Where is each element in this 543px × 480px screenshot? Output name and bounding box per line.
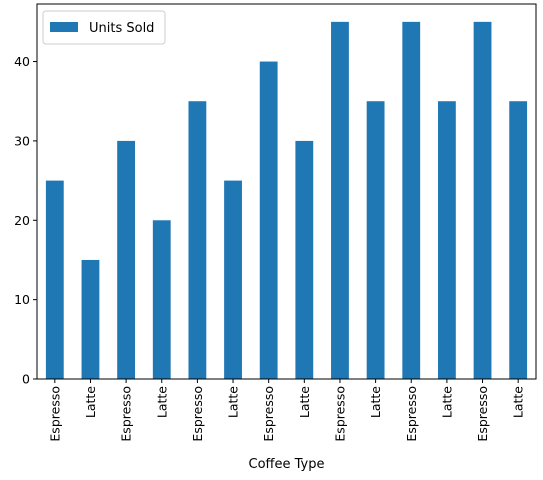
bar bbox=[295, 140, 314, 379]
y-tick-label: 0 bbox=[22, 372, 30, 387]
x-tick-label: Latte bbox=[297, 386, 312, 418]
bar bbox=[509, 101, 528, 379]
x-tick-label: Latte bbox=[439, 386, 454, 418]
y-axis: 0 10 20 30 40 bbox=[14, 54, 37, 387]
bar bbox=[188, 101, 207, 379]
x-tick-label: Espresso bbox=[261, 386, 276, 442]
y-tick-label: 20 bbox=[14, 213, 30, 228]
legend-label: Units Sold bbox=[89, 21, 154, 36]
legend-swatch bbox=[50, 22, 78, 32]
bar bbox=[117, 140, 136, 379]
bar bbox=[473, 21, 492, 380]
x-tick-label: Espresso bbox=[332, 386, 347, 442]
bar bbox=[437, 101, 456, 379]
x-tick-label: Latte bbox=[368, 386, 383, 418]
x-axis-title: Coffee Type bbox=[249, 457, 325, 472]
bar bbox=[259, 61, 278, 379]
bars bbox=[45, 21, 528, 380]
bar bbox=[366, 101, 385, 379]
bar bbox=[45, 180, 64, 379]
bar bbox=[152, 220, 171, 379]
bar bbox=[331, 21, 349, 380]
x-tick-label: Latte bbox=[511, 386, 526, 418]
bar bbox=[402, 21, 421, 380]
x-tick-label: Latte bbox=[154, 386, 169, 418]
x-tick-label: Espresso bbox=[404, 386, 419, 442]
x-tick-label: Espresso bbox=[119, 386, 134, 442]
bar bbox=[81, 259, 100, 379]
legend-box bbox=[42, 10, 166, 45]
x-tick-label: Espresso bbox=[475, 386, 490, 442]
y-tick-label: 30 bbox=[14, 133, 30, 148]
x-axis: Espresso Latte Espresso Latte Espresso Latte E… bbox=[47, 379, 526, 442]
legend: Units Sold bbox=[42, 10, 166, 45]
plot-frame bbox=[36, 3, 537, 380]
y-tick-label: 40 bbox=[14, 54, 30, 69]
x-tick-label: Latte bbox=[83, 386, 98, 418]
y-tick-label: 10 bbox=[14, 292, 30, 307]
x-tick-label: Espresso bbox=[190, 386, 205, 442]
x-tick-label: Espresso bbox=[47, 386, 62, 442]
x-tick-label: Latte bbox=[226, 386, 241, 418]
bar bbox=[224, 180, 242, 379]
